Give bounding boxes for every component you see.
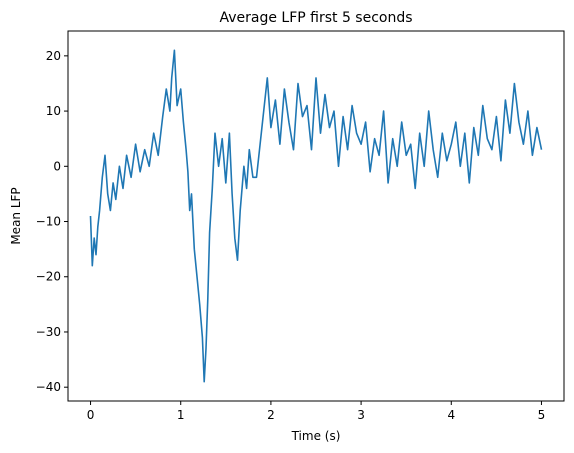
series-line [89, 49, 543, 383]
x-tick-label: 0 [87, 408, 95, 422]
y-tick-label: −20 [36, 270, 61, 284]
y-tick-label: −30 [36, 325, 61, 339]
y-axis-label: Mean LFP [9, 187, 23, 244]
y-tick-label: −10 [36, 215, 61, 229]
x-tick-label: 5 [538, 408, 546, 422]
y-tick-label: −40 [36, 380, 61, 394]
y-axis-ticks: −40 −30 −20 −10 0 10 20 [36, 49, 68, 394]
y-tick-label: 0 [53, 159, 61, 173]
x-tick-label: 2 [267, 408, 275, 422]
x-axis-label: Time (s) [291, 429, 341, 443]
y-tick-label: 10 [46, 104, 61, 118]
plot-frame [67, 30, 565, 402]
x-tick-label: 1 [177, 408, 185, 422]
x-tick-label: 3 [357, 408, 365, 422]
y-tick-label: 20 [46, 49, 61, 63]
x-tick-label: 4 [447, 408, 455, 422]
series-layer [89, 49, 543, 383]
x-axis-ticks: 0 1 2 3 4 5 [87, 401, 546, 422]
chart-title: Average LFP first 5 seconds [219, 10, 412, 26]
